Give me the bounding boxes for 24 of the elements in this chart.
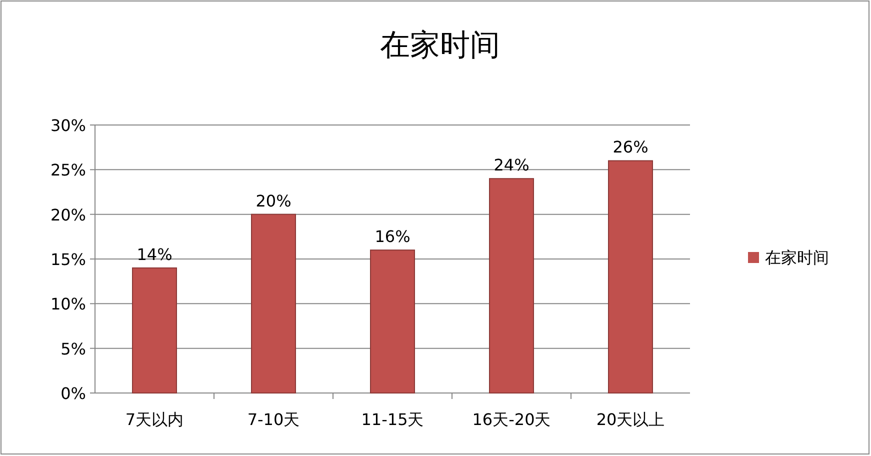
data-label: 14% [136, 244, 172, 264]
data-label: 16% [374, 227, 410, 246]
y-tick-label: 15% [50, 250, 86, 269]
y-tick-label: 0% [60, 384, 86, 403]
x-tick-label: 7-10天 [247, 410, 300, 429]
y-tick-label: 10% [50, 294, 86, 314]
y-tick-label: 20% [50, 205, 86, 224]
chart-title: 在家时间 [380, 28, 500, 63]
y-tick-label: 30% [50, 116, 86, 135]
bar [251, 214, 296, 394]
bar [489, 178, 534, 394]
x-tick-label: 11-15天 [361, 410, 424, 429]
legend-label: 在家时间 [765, 248, 829, 267]
bar [608, 160, 653, 394]
x-tick-label: 20天以上 [596, 410, 665, 429]
x-tick-label: 7天以内 [125, 410, 184, 429]
data-label: 20% [256, 191, 292, 210]
y-tick-label: 5% [60, 339, 86, 358]
bar [370, 250, 415, 394]
y-tick-label: 25% [50, 160, 86, 180]
bar [132, 267, 177, 394]
x-tick-label: 16天-20天 [472, 410, 551, 429]
data-label: 26% [612, 138, 648, 157]
data-label: 24% [494, 156, 530, 175]
